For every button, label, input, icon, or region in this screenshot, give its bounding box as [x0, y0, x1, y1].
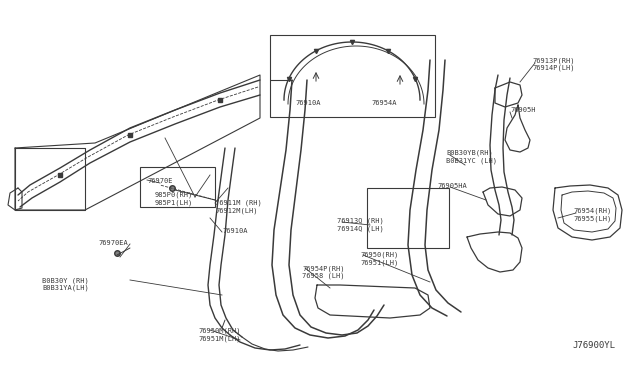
Text: 76950(RH)
76951(LH): 76950(RH) 76951(LH) [360, 252, 398, 266]
Text: J76900YL: J76900YL [572, 341, 615, 350]
Text: 76910A: 76910A [295, 100, 321, 106]
Text: 76954P(RH)
76958 (LH): 76954P(RH) 76958 (LH) [302, 265, 344, 279]
Text: 76913Q (RH)
76914Q (LH): 76913Q (RH) 76914Q (LH) [337, 218, 384, 232]
Text: 76913P(RH)
76914P(LH): 76913P(RH) 76914P(LH) [532, 57, 575, 71]
Text: B0B30Y (RH)
B0B31YA(LH): B0B30Y (RH) B0B31YA(LH) [42, 277, 89, 291]
Bar [270, 35, 435, 117]
Text: 76911M (RH)
76912M(LH): 76911M (RH) 76912M(LH) [215, 200, 262, 214]
Text: 76970E: 76970E [147, 178, 173, 184]
Bar [367, 188, 449, 248]
Text: 985P0(RH)
985P1(LH): 985P0(RH) 985P1(LH) [155, 192, 193, 206]
Bar [140, 167, 215, 207]
Text: 76954(RH)
76955(LH): 76954(RH) 76955(LH) [573, 208, 611, 222]
Text: 76910A: 76910A [222, 228, 248, 234]
Text: 76905H: 76905H [510, 107, 536, 113]
Text: B0B30YB(RH)
B0B31YC (LH): B0B30YB(RH) B0B31YC (LH) [446, 150, 497, 164]
Text: 76954A: 76954A [371, 100, 397, 106]
Text: 76970EA: 76970EA [98, 240, 128, 246]
Text: 76950M(RH)
76951M(LH): 76950M(RH) 76951M(LH) [198, 328, 241, 342]
Text: 76905HA: 76905HA [437, 183, 467, 189]
